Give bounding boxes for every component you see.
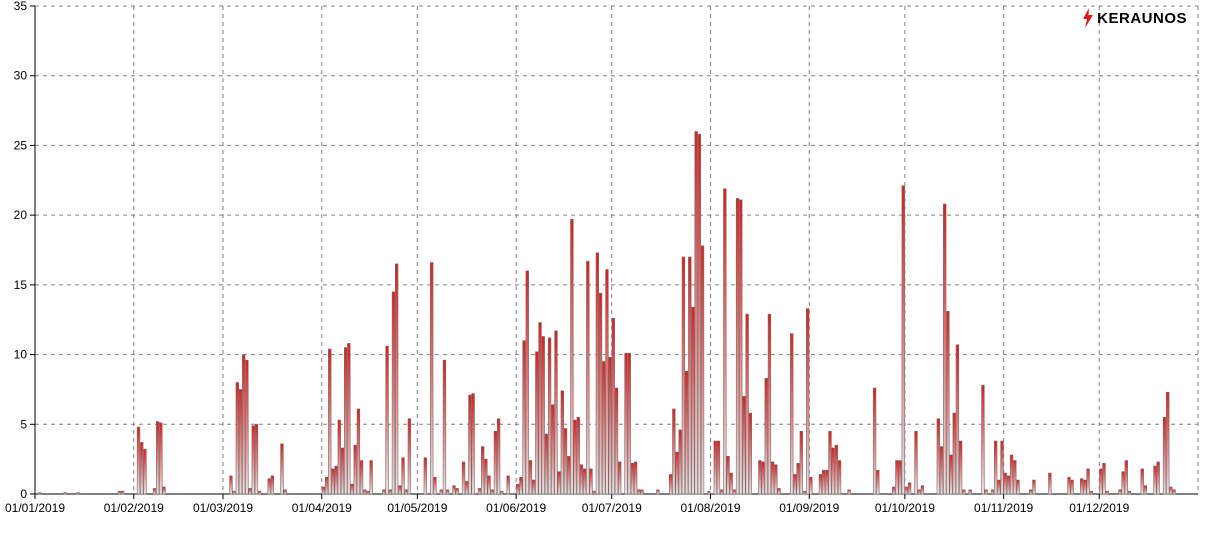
svg-text:01/07/2019: 01/07/2019 <box>582 501 642 515</box>
svg-text:30: 30 <box>14 69 28 83</box>
svg-text:20: 20 <box>14 208 28 222</box>
svg-text:01/05/2019: 01/05/2019 <box>387 501 447 515</box>
svg-text:01/12/2019: 01/12/2019 <box>1069 501 1129 515</box>
svg-text:0: 0 <box>20 487 27 501</box>
svg-text:01/02/2019: 01/02/2019 <box>104 501 164 515</box>
svg-text:01/04/2019: 01/04/2019 <box>292 501 352 515</box>
svg-text:35: 35 <box>14 0 28 13</box>
lightning-bolt-icon <box>1081 8 1095 28</box>
svg-text:01/01/2019: 01/01/2019 <box>5 501 65 515</box>
svg-text:01/03/2019: 01/03/2019 <box>193 501 253 515</box>
svg-text:25: 25 <box>14 138 28 152</box>
chart-container: 0 5 10 15 20 25 30 35 01/01/2019 01/02/2019 01/03/… <box>0 0 1205 533</box>
svg-text:01/11/2019: 01/11/2019 <box>974 501 1033 515</box>
svg-text:01/10/2019: 01/10/2019 <box>875 501 935 515</box>
svg-text:01/06/2019: 01/06/2019 <box>486 501 546 515</box>
svg-text:15: 15 <box>14 278 28 292</box>
svg-text:10: 10 <box>14 348 28 362</box>
logo-text: KERAUNOS <box>1097 10 1187 27</box>
svg-text:01/08/2019: 01/08/2019 <box>680 501 740 515</box>
keraunos-logo: KERAUNOS <box>1081 8 1187 28</box>
bar-chart: 0 5 10 15 20 25 30 35 01/01/2019 01/02/2019 01/03/… <box>0 0 1205 533</box>
svg-text:01/09/2019: 01/09/2019 <box>779 501 839 515</box>
svg-text:5: 5 <box>20 417 27 431</box>
